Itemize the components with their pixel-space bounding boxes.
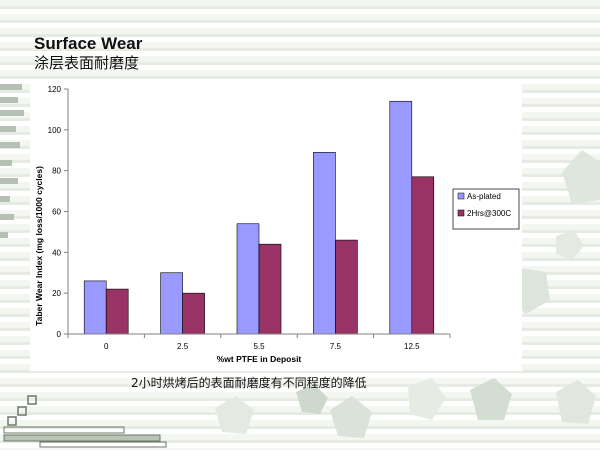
bar-2hrs-300c-2-5	[182, 292, 205, 335]
y-tick-label: 0	[57, 330, 62, 339]
bar-as-plated-12-5	[389, 100, 413, 335]
chart-caption: 2小时烘烤后的表面耐磨度有不同程度的降低	[131, 376, 367, 390]
y-tick-label: 80	[52, 167, 61, 176]
x-tick-label: 12.5	[404, 342, 420, 351]
legend-swatch	[457, 192, 465, 200]
bar-as-plated-5-5	[236, 223, 260, 335]
y-tick-label: 40	[52, 248, 61, 257]
y-tick-label: 120	[48, 85, 62, 94]
y-tick-label: 100	[48, 126, 62, 135]
bar-chart: 0 20 40 60 80 100 120 0 2.5 5.5 7.5 12.5 As-plated 2…	[34, 85, 520, 364]
footer-decorative-lines	[3, 426, 167, 448]
bar-2hrs-300c-7-5	[335, 239, 358, 335]
bar-as-plated-2-5	[160, 272, 183, 335]
x-tick-label: 0	[104, 342, 109, 351]
chart-legend: As-plated 2Hrs@300C	[452, 188, 520, 230]
bar-2hrs-300c-12-5	[411, 176, 435, 335]
slide-title: Surface Wear	[34, 34, 143, 53]
bar-as-plated-7-5	[313, 151, 336, 335]
bar-as-plated-0	[83, 280, 107, 335]
x-tick-label: 5.5	[253, 342, 265, 351]
bar-2hrs-300c-5-5	[258, 243, 282, 335]
legend-label: 2Hrs@300C	[467, 209, 511, 218]
left-decorative-bars	[0, 0, 30, 450]
y-axis-label: Taber Wear Index (mg loss/1000 cycles)	[34, 166, 44, 326]
y-tick-label: 60	[52, 208, 61, 217]
bars-layer	[83, 100, 435, 335]
x-tick-label: 7.5	[330, 342, 342, 351]
axes-layer: 0 20 40 60 80 100 120 0 2.5 5.5 7.5 12.5	[48, 85, 451, 351]
legend-swatch	[457, 209, 465, 217]
x-axis-label: %wt PTFE in Deposit	[217, 354, 302, 364]
legend-label: As-plated	[467, 192, 501, 201]
y-tick-label: 20	[52, 289, 61, 298]
square-decorations	[7, 395, 37, 426]
slide-subtitle: 涂层表面耐磨度	[34, 54, 140, 72]
chart-panel: 0 20 40 60 80 100 120 0 2.5 5.5 7.5 12.5 As-plated 2…	[30, 79, 522, 371]
x-tick-label: 2.5	[177, 342, 189, 351]
bar-2hrs-300c-0	[105, 288, 129, 335]
